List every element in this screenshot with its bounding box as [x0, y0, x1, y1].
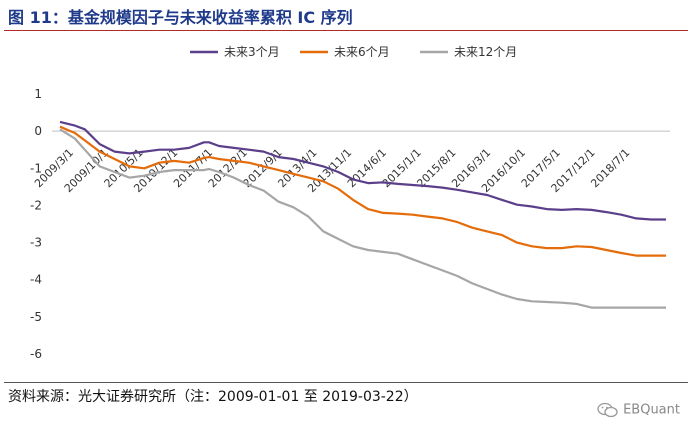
source-note: 资料来源：光大证券研究所（注：2009-01-01 至 2019-03-22） [8, 389, 418, 405]
cumulative-ic-line-chart: 未来3个月 未来6个月 未来12个月 1 0 -1 -2 -3 -4 -5 -6 2009/3/1… [30, 45, 670, 361]
y-axis: 1 0 -1 -2 -3 -4 -5 -6 [30, 87, 42, 361]
wechat-icon [597, 402, 618, 418]
legend-label-2: 未来6个月 [334, 45, 390, 59]
y-tick-label: -6 [30, 347, 42, 361]
series-line-3 [59, 128, 666, 309]
watermark: EBQuant [597, 402, 680, 418]
series-line-1 [59, 120, 666, 221]
legend-label-3: 未来12个月 [454, 45, 517, 59]
y-tick-label: -2 [30, 198, 42, 212]
series-line-2 [59, 125, 666, 257]
y-tick-label: -5 [30, 310, 42, 324]
watermark-text: EBQuant [623, 402, 680, 418]
source-divider [4, 382, 688, 383]
page-title: 图 11：基金规模因子与未来收益率累积 IC 序列 [8, 8, 353, 27]
x-axis: 2009/3/12009/10/12010/5/12010/12/12011/7… [32, 130, 670, 195]
y-tick-label: -4 [30, 273, 42, 287]
title-divider [4, 30, 688, 31]
legend-label-1: 未来3个月 [224, 45, 280, 59]
y-tick-label: -1 [30, 161, 42, 175]
y-tick-label: 1 [34, 87, 42, 101]
chart-legend: 未来3个月 未来6个月 未来12个月 [190, 45, 517, 59]
y-tick-label: 0 [34, 124, 42, 138]
y-tick-label: -3 [30, 236, 42, 250]
series-lines [59, 120, 666, 309]
